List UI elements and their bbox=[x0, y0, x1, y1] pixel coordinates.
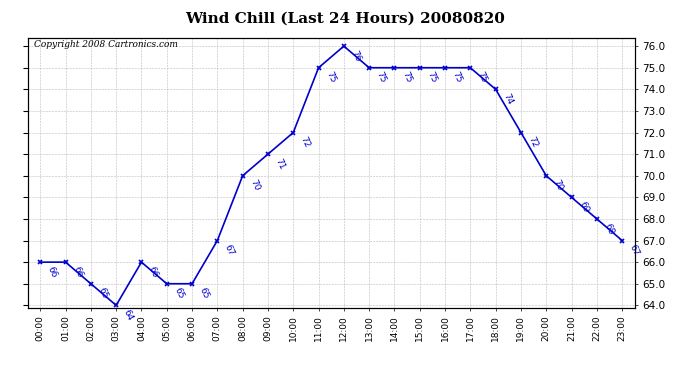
Text: 67: 67 bbox=[223, 243, 236, 258]
Text: 74: 74 bbox=[501, 92, 514, 106]
Text: 65: 65 bbox=[197, 286, 210, 301]
Text: 75: 75 bbox=[425, 70, 438, 85]
Text: 75: 75 bbox=[451, 70, 464, 85]
Text: 76: 76 bbox=[349, 49, 362, 63]
Text: Wind Chill (Last 24 Hours) 20080820: Wind Chill (Last 24 Hours) 20080820 bbox=[185, 11, 505, 25]
Text: 72: 72 bbox=[526, 135, 540, 149]
Text: 66: 66 bbox=[71, 265, 84, 279]
Text: 70: 70 bbox=[552, 178, 565, 193]
Text: 65: 65 bbox=[172, 286, 186, 301]
Text: 65: 65 bbox=[97, 286, 110, 301]
Text: 68: 68 bbox=[602, 222, 615, 236]
Text: 67: 67 bbox=[628, 243, 641, 258]
Text: 70: 70 bbox=[248, 178, 262, 193]
Text: 75: 75 bbox=[400, 70, 413, 85]
Text: 66: 66 bbox=[147, 265, 160, 279]
Text: 71: 71 bbox=[273, 157, 286, 171]
Text: 64: 64 bbox=[121, 308, 135, 322]
Text: 75: 75 bbox=[324, 70, 337, 85]
Text: 75: 75 bbox=[375, 70, 388, 85]
Text: 72: 72 bbox=[299, 135, 312, 149]
Text: Copyright 2008 Cartronics.com: Copyright 2008 Cartronics.com bbox=[34, 40, 177, 49]
Text: 75: 75 bbox=[476, 70, 489, 85]
Text: 69: 69 bbox=[577, 200, 590, 214]
Text: 66: 66 bbox=[46, 265, 59, 279]
